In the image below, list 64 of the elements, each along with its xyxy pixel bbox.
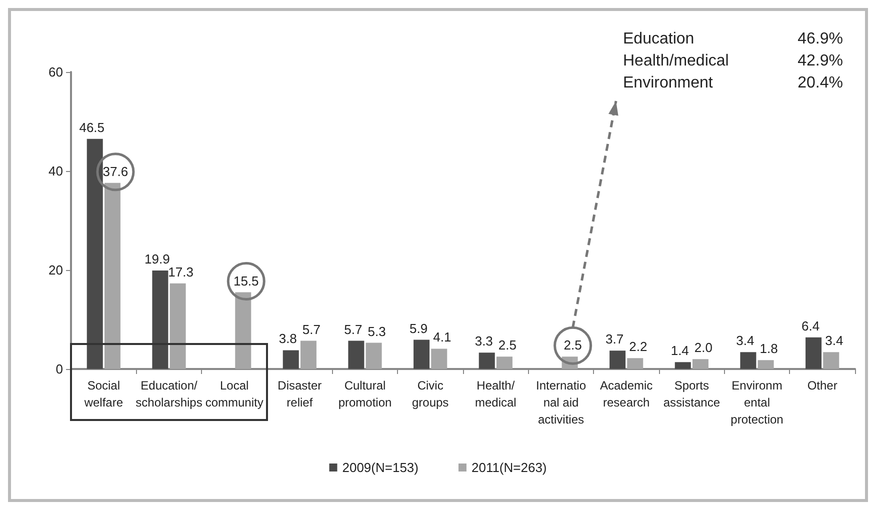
data-label: 2.2 xyxy=(629,339,648,354)
bar xyxy=(758,360,774,369)
bar xyxy=(86,138,103,369)
data-label: 2.5 xyxy=(498,338,517,353)
data-label: 17.3 xyxy=(168,264,194,280)
x-tick-label: Civic groups xyxy=(412,378,449,410)
data-label: 37.6 xyxy=(102,164,128,179)
x-tick-label: Academic research xyxy=(600,378,653,410)
data-label: 5.3 xyxy=(368,324,386,339)
y-tick-label: 20 xyxy=(48,262,63,278)
bar xyxy=(104,182,120,369)
y-tick-label: 0 xyxy=(56,362,63,376)
bar xyxy=(170,283,186,369)
x-tick-label: Social welfare xyxy=(83,378,124,410)
x-tick-label: Sports assistance xyxy=(663,378,720,410)
data-label: 3.4 xyxy=(825,333,844,348)
text: Education 46.9% xyxy=(623,30,843,48)
x-tick-label: Local community xyxy=(205,378,264,410)
data-label: 3.4 xyxy=(736,333,754,348)
bar xyxy=(431,348,448,369)
y-tick-label: 60 xyxy=(48,64,63,80)
data-label: 2.0 xyxy=(694,340,713,356)
x-tick-label: Other xyxy=(807,378,838,392)
bar xyxy=(235,292,252,369)
x-tick-label: Health/ medical xyxy=(474,378,516,410)
data-label: 6.4 xyxy=(801,318,820,334)
legend-label: 2009(N=153) xyxy=(342,460,418,475)
data-label: 15.5 xyxy=(233,273,259,288)
bar xyxy=(152,270,168,369)
bar xyxy=(627,358,644,369)
legend-label: 2011(N=263) xyxy=(471,460,547,475)
data-label: 5.7 xyxy=(302,322,321,337)
data-label: 1.4 xyxy=(670,343,689,358)
x-tick-label: Environm ental protection xyxy=(730,378,784,426)
bar xyxy=(610,350,626,369)
text: Health/medical 42.9% xyxy=(623,52,843,70)
text: Environment 20.4% xyxy=(623,74,843,92)
bar xyxy=(740,352,756,369)
bar xyxy=(348,340,364,369)
data-label: 3.7 xyxy=(605,332,624,347)
x-tick-label: Education/ scholarships xyxy=(136,378,202,410)
data-label: 4.1 xyxy=(433,330,452,345)
bar xyxy=(674,362,691,369)
bar xyxy=(414,340,430,369)
bar xyxy=(366,342,382,369)
data-label: 2.5 xyxy=(564,338,582,353)
data-label: 5.9 xyxy=(409,320,428,336)
x-tick-label: Disaster relief xyxy=(278,378,322,410)
bar xyxy=(823,352,840,369)
x-tick-label: Internatio nal aid activities xyxy=(536,378,586,426)
bar xyxy=(300,340,316,369)
bar xyxy=(282,350,299,369)
data-label: 19.9 xyxy=(144,251,170,266)
bar xyxy=(692,359,708,369)
y-tick-label: 40 xyxy=(48,164,63,178)
data-label: 5.7 xyxy=(344,322,362,337)
bar xyxy=(496,356,512,369)
data-label: 1.8 xyxy=(760,341,778,356)
data-label: 3.8 xyxy=(278,331,297,346)
data-label: 3.3 xyxy=(474,334,493,349)
bar xyxy=(806,337,822,369)
data-label: 46.5 xyxy=(79,120,105,135)
x-tick-label: Cultural promotion xyxy=(338,378,392,410)
bar xyxy=(478,352,495,369)
